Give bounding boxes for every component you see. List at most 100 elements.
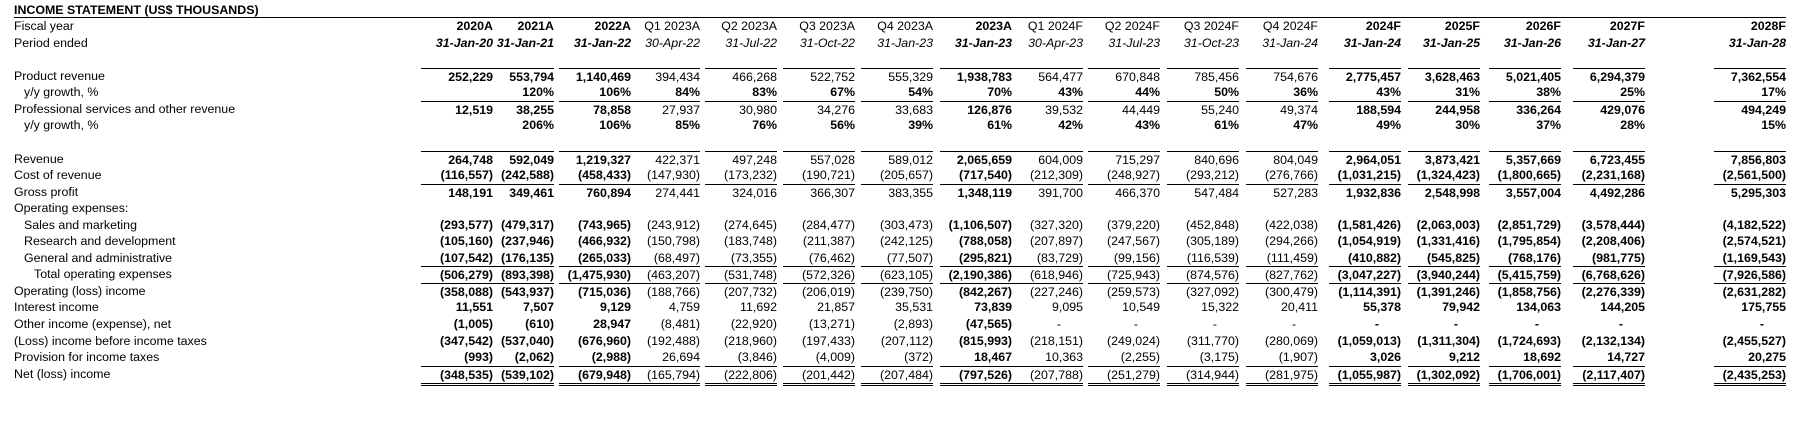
value-cell: 106% (599, 85, 631, 99)
column-period-cell: 31-Jan-26 (1503, 36, 1561, 50)
value-cell: 55,378 (1363, 300, 1401, 314)
value-cell: (1,059,013) (1337, 334, 1401, 348)
value-cell: 126,876 (940, 101, 1012, 118)
value-cell: (623,105) (861, 266, 933, 283)
column-period-cell: 31-Jan-21 (496, 36, 554, 50)
value-cell: (2,190,386) (940, 266, 1012, 283)
value-cell: (211,387) (802, 234, 855, 248)
value-cell: (107,542) (439, 251, 493, 265)
value-cell: 1,348,119 (940, 184, 1012, 201)
value-cell: (715,036) (559, 283, 631, 300)
value-cell: (293,577) (439, 218, 493, 232)
column-period-cell: 31-Jan-28 (1728, 36, 1786, 50)
value-cell: (1,858,756) (1489, 283, 1561, 300)
value-cell: - (1374, 317, 1380, 331)
value-cell: 4,759 (668, 300, 700, 314)
value-cell: (815,993) (958, 334, 1012, 348)
value-cell: (572,326) (783, 266, 855, 283)
value-cell: 36% (1293, 85, 1318, 99)
row-label: Sales and marketing (24, 218, 137, 232)
column-year-cell: 2025F (1444, 19, 1480, 33)
column-period-cell: 31-Oct-22 (799, 36, 855, 50)
value-cell: (76,462) (808, 251, 855, 265)
value-cell: (68,497) (653, 251, 700, 265)
value-cell: - (1759, 317, 1765, 331)
value-cell: (1,169,543) (1722, 251, 1786, 265)
value-cell: (506,279) (421, 266, 493, 283)
row-label: Research and development (24, 234, 176, 248)
value-cell: (717,540) (958, 168, 1012, 182)
value-cell: (176,135) (500, 251, 554, 265)
column-year-cell: Q3 2023A (799, 19, 855, 33)
value-cell: 715,297 (1088, 151, 1160, 168)
value-cell: (6,768,626) (1573, 266, 1645, 283)
value-cell: 804,049 (1246, 151, 1318, 168)
value-cell: 188,594 (1329, 101, 1401, 118)
value-cell: (247,567) (1106, 234, 1160, 248)
value-cell: 1,219,327 (559, 151, 631, 168)
value-cell: (300,479) (1246, 283, 1318, 300)
value-cell: (259,573) (1088, 283, 1160, 300)
table-row-provision-for-income-taxes: Provision for income taxes (993) (2,062) (2… (0, 349, 1801, 365)
value-cell: (293,212) (1185, 168, 1239, 182)
value-cell: 79,942 (1442, 300, 1480, 314)
value-cell: (3,578,444) (1581, 218, 1645, 232)
column-period-cell: 30-Apr-23 (1028, 36, 1083, 50)
value-cell: 61% (1214, 118, 1239, 132)
header-row-fiscal-year: Fiscal year 2020A 2021A 2022A Q1 2023A Q2 202… (0, 18, 1801, 34)
column-period-cell: 31-Oct-23 (1183, 36, 1239, 50)
value-cell: (1,581,426) (1337, 218, 1401, 232)
column-year-cell: 2023A (975, 19, 1012, 33)
value-cell: 391,700 (1011, 184, 1083, 201)
value-cell: 26,694 (662, 350, 700, 364)
value-cell: (2,631,282) (1714, 283, 1786, 300)
value-cell: 336,264 (1489, 101, 1561, 118)
value-cell: 349,461 (482, 184, 554, 201)
value-cell: 47% (1293, 118, 1318, 132)
title-underline (14, 17, 1786, 18)
column-year-cell: Q2 2024F (1104, 19, 1160, 33)
value-cell: 55,240 (1167, 101, 1239, 118)
value-cell: 494,249 (1714, 101, 1786, 118)
value-cell: 11,551 (455, 300, 493, 314)
value-cell: 39% (908, 118, 933, 132)
value-cell: (379,220) (1106, 218, 1160, 232)
value-cell: 37% (1536, 118, 1561, 132)
row-label: Cost of revenue (14, 168, 102, 182)
value-cell: 429,076 (1573, 101, 1645, 118)
value-cell: (2,455,527) (1722, 334, 1786, 348)
value-cell: 43% (1135, 118, 1160, 132)
value-cell: (218,151) (1029, 334, 1083, 348)
value-cell: (348,535) (421, 366, 493, 386)
value-cell: (305,189) (1185, 234, 1239, 248)
value-cell: (173,232) (723, 168, 777, 182)
value-cell: - (1056, 317, 1062, 331)
value-cell: (1,324,423) (1416, 168, 1480, 182)
value-cell: (165,794) (628, 366, 700, 386)
header-row-period-ended: Period ended 31-Jan-20 31-Jan-21 31-Jan-22 3… (0, 35, 1801, 51)
value-cell: (2,231,168) (1581, 168, 1645, 182)
value-cell: (274,645) (723, 218, 777, 232)
value-cell: 5,295,303 (1714, 184, 1786, 201)
value-cell: (116,557) (440, 168, 493, 182)
row-label: General and administrative (24, 251, 173, 265)
value-cell: 527,283 (1246, 184, 1318, 201)
value-cell: - (1618, 317, 1624, 331)
value-cell: 589,012 (861, 151, 933, 168)
value-cell: (183,748) (723, 234, 777, 248)
value-cell: (2,893) (893, 317, 933, 331)
value-cell: 3,557,004 (1489, 184, 1561, 201)
value-cell: (1,795,854) (1497, 234, 1561, 248)
table-row-loss-income-before-income-taxes: (Loss) income before income taxes (347,54… (0, 333, 1801, 349)
value-cell: 9,129 (599, 300, 631, 314)
value-cell: 15% (1761, 118, 1786, 132)
value-cell: (1,302,092) (1408, 366, 1480, 386)
value-cell: (610) (525, 317, 554, 331)
value-cell: (358,088) (421, 283, 493, 300)
value-cell: 7,856,803 (1714, 151, 1786, 168)
value-cell: (111,459) (1266, 251, 1318, 265)
value-cell: (197,433) (801, 334, 855, 348)
value-cell: (2,435,253) (1714, 366, 1786, 386)
column-year-cell: Q4 2024F (1262, 19, 1318, 33)
